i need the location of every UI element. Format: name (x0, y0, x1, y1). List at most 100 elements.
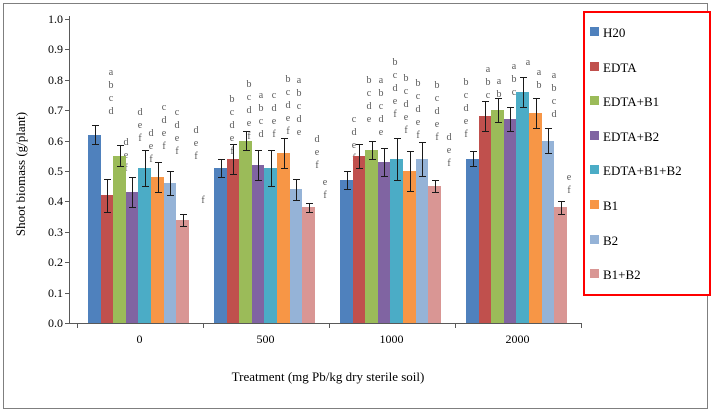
error-bar-cap-top (482, 101, 489, 102)
legend-label: EDTA+B2 (603, 128, 660, 144)
bar-b2-500 (290, 189, 302, 323)
error-bar (561, 201, 562, 214)
significance-letters: b c d e f (463, 77, 469, 140)
error-bar-cap-top (394, 138, 401, 139)
error-bar-cap-bottom (155, 192, 162, 193)
error-bar (548, 128, 549, 153)
significance-letters: a b c d (258, 90, 264, 140)
y-axis-title: Shoot biomass (g/plant) (13, 111, 28, 237)
error-bar (372, 141, 373, 159)
significance-letters: c d e f (271, 90, 277, 140)
y-tick (65, 262, 69, 263)
error-bar-cap-top (155, 162, 162, 163)
error-bar-cap-top (180, 214, 187, 215)
legend-swatch-icon (590, 27, 599, 36)
error-bar-cap-bottom (558, 214, 565, 215)
error-bar-cap-bottom (293, 200, 300, 201)
error-bar-cap-bottom (255, 180, 262, 181)
error-bar-cap-bottom (520, 107, 527, 108)
error-bar-cap-top (243, 131, 250, 132)
error-bar (485, 101, 486, 131)
bar-b1-0 (151, 177, 164, 323)
error-bar-cap-top (104, 179, 111, 180)
error-bar-cap-top (293, 179, 300, 180)
legend-swatch-icon (590, 269, 599, 279)
error-bar (410, 151, 411, 191)
error-bar-cap-bottom (92, 144, 99, 145)
significance-letters: b c d e f (392, 57, 398, 120)
error-bar-cap-bottom (482, 131, 489, 132)
y-tick-label: 0.2 (48, 255, 63, 269)
error-bar (422, 142, 423, 176)
bar-edta-b2-1000 (378, 162, 390, 323)
bar-b2-1000 (416, 159, 428, 323)
x-tick (329, 323, 330, 328)
y-tick-label: 1.0 (48, 12, 63, 26)
significance-letters: d e f (123, 137, 129, 174)
significance-letters: d e f (193, 125, 199, 162)
y-tick-label: 0.8 (48, 73, 63, 87)
error-bar-cap-top (129, 177, 136, 178)
error-bar (359, 144, 360, 168)
significance-letters: d e f (446, 132, 452, 169)
legend-swatch-icon (590, 234, 599, 244)
error-bar-cap-bottom (545, 153, 552, 154)
error-bar-cap-top (507, 107, 514, 108)
error-bar (397, 138, 398, 180)
bar-edta-0 (101, 195, 113, 323)
legend-label: EDTA (603, 59, 637, 75)
significance-letters: d e f (148, 128, 154, 165)
error-bar-cap-top (167, 171, 174, 172)
error-bar-cap-bottom (306, 212, 313, 213)
error-bar (120, 145, 121, 166)
x-tick (581, 323, 582, 328)
error-bar-cap-bottom (104, 212, 111, 213)
x-tick (455, 323, 456, 328)
y-tick-label: 0.1 (48, 286, 63, 300)
y-tick (65, 171, 69, 172)
significance-letters: a b (496, 76, 502, 100)
error-bar (473, 151, 474, 166)
error-bar-cap-top (545, 128, 552, 129)
y-tick (65, 232, 69, 233)
error-bar-cap-top (344, 171, 351, 172)
bar-h20-2000 (466, 159, 479, 323)
significance-letters: c d e f (174, 107, 180, 157)
error-bar (347, 171, 348, 189)
error-bar-cap-top (381, 148, 388, 149)
error-bar (523, 77, 524, 107)
error-bar (233, 144, 234, 174)
significance-letters: d e f (137, 107, 143, 144)
x-category-label: 2000 (505, 332, 530, 346)
legend-label: B1 (603, 198, 619, 213)
bar-b1-b2-500 (302, 207, 315, 323)
error-bar-cap-bottom (218, 177, 225, 178)
bar-edta-500 (227, 159, 239, 323)
bar-b2-0 (164, 183, 176, 323)
y-axis-line (69, 16, 70, 324)
error-bar (158, 162, 159, 192)
error-bar (246, 131, 247, 150)
error-bar (384, 148, 385, 176)
error-bar-cap-bottom (344, 189, 351, 190)
legend-swatch-icon (590, 130, 599, 140)
error-bar (271, 150, 272, 186)
x-axis-title: Treatment (mg Pb/kg dry sterile soil) (231, 369, 425, 384)
y-tick-label: 0.4 (48, 194, 63, 208)
bar-edta-b1-0 (113, 156, 126, 323)
error-bar-cap-top (268, 150, 275, 151)
significance-letters: b c d e f (415, 78, 421, 141)
legend-swatch-icon (590, 165, 599, 175)
error-bar-cap-top (369, 141, 376, 142)
error-bar (284, 138, 285, 168)
error-bar-cap-top (142, 150, 149, 151)
error-bar-cap-bottom (117, 166, 124, 167)
y-tick (65, 201, 69, 202)
error-bar-cap-bottom (356, 168, 363, 169)
error-bar-cap-bottom (142, 186, 149, 187)
error-bar-cap-top (419, 142, 426, 143)
significance-letters: a b c d (551, 70, 557, 120)
legend-swatch-icon (590, 61, 599, 71)
chart-frame: 0.0 0.1 0.2 0.3 0.4 0.5 0.6 0.7 0.8 0.9 1.0 0 500 100… (3, 3, 711, 409)
error-bar-cap-bottom (180, 226, 187, 227)
